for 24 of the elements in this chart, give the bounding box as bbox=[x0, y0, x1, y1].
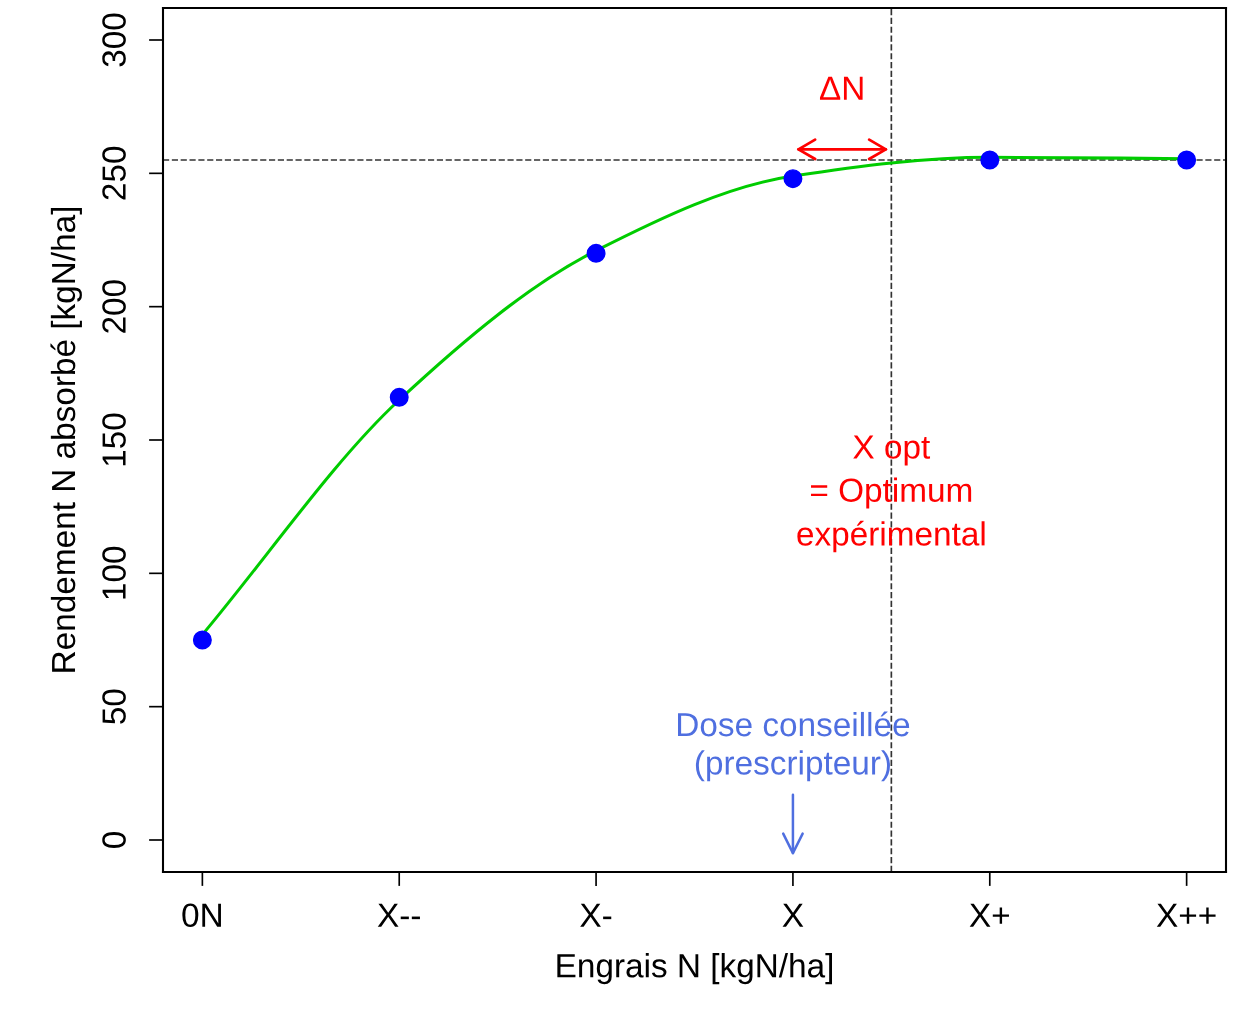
point bbox=[586, 243, 606, 263]
x-tick-label: X- bbox=[580, 903, 612, 927]
x-axis-title: Engrais N [kgN/ha] bbox=[557, 953, 833, 985]
x-tick-label: 0N bbox=[182, 903, 221, 928]
y-tick-label: 100 bbox=[102, 546, 126, 599]
x-tick-label: X+ bbox=[969, 903, 1009, 927]
y-tick-label: 300 bbox=[102, 13, 126, 67]
annotation: Dose conseillée (prescripteur) bbox=[678, 711, 910, 782]
y-axis-title: Rendement N absorbé [kgN/ha] bbox=[50, 207, 82, 672]
y-tick-label: 150 bbox=[102, 413, 126, 466]
point bbox=[192, 630, 212, 650]
x-tick-label: X-- bbox=[377, 903, 420, 927]
y-tick-label: 50 bbox=[102, 689, 126, 724]
y-tick-label: 250 bbox=[102, 146, 126, 200]
point bbox=[1177, 150, 1197, 170]
x-tick-label: X++ bbox=[1156, 903, 1216, 927]
y-tick-label: 0 bbox=[102, 832, 126, 848]
point bbox=[980, 150, 1000, 170]
x-tick-label: X bbox=[782, 903, 804, 927]
annotation: X opt = Optimum expérimental bbox=[797, 435, 985, 553]
y-tick-label: 200 bbox=[102, 280, 126, 333]
point bbox=[783, 169, 803, 189]
annotation: ΔN bbox=[819, 76, 863, 100]
point bbox=[389, 387, 409, 407]
